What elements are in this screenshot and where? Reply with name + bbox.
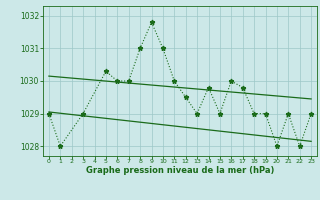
X-axis label: Graphe pression niveau de la mer (hPa): Graphe pression niveau de la mer (hPa) <box>86 166 274 175</box>
